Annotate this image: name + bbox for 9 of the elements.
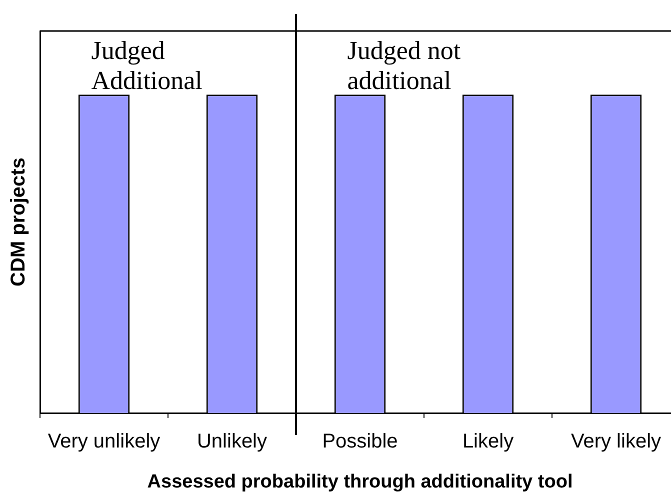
x-tick-label: Unlikely [196, 430, 268, 453]
x-tick-label: Very unlikely [48, 430, 160, 453]
annotation: Judged not additional [347, 36, 462, 95]
x-tick-label: Possible [322, 430, 398, 453]
annotation: Judged Additional [91, 36, 202, 95]
x-tick-label: Very likely [570, 430, 662, 453]
x-tick-label: Likely [462, 430, 514, 453]
x-axis-title: Assessed probability through additionality tool [147, 472, 573, 492]
y-axis-title: CDM projects [8, 158, 30, 286]
